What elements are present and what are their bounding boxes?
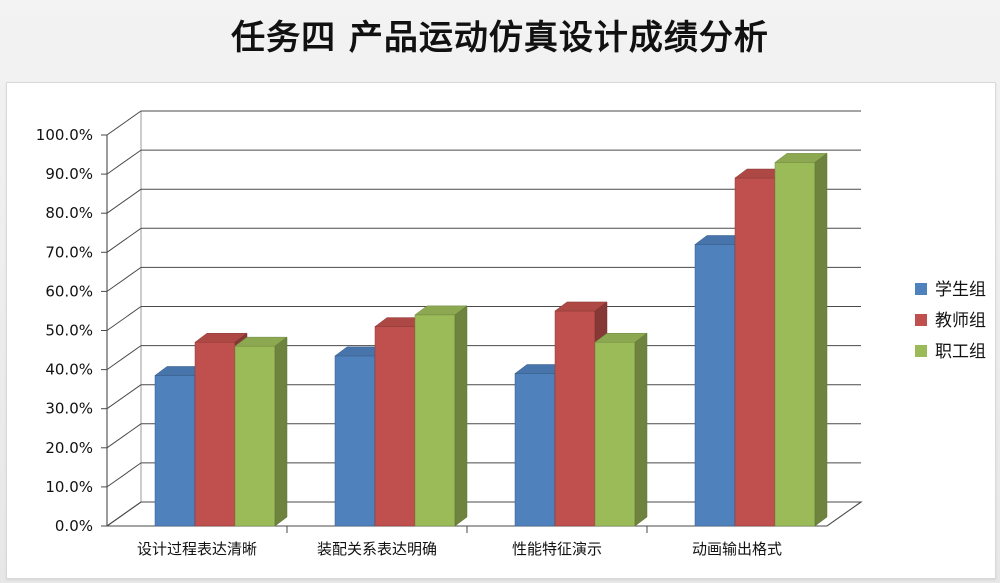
bar-front — [514, 373, 556, 527]
chart-labels: 0.0% 10.0% 20.0% 30.0% 40.0% 50.0% 60.0% 70.0% 8… — [36, 126, 782, 558]
y-tick-label: 30.0% — [45, 400, 93, 418]
legend-item: 教师组 — [915, 311, 986, 331]
bar-front — [234, 345, 276, 527]
bar-front — [774, 162, 816, 527]
y-tick-label: 100.0% — [36, 126, 93, 144]
legend-swatch — [915, 314, 927, 326]
bar-side — [814, 152, 828, 527]
bar-front — [594, 341, 636, 527]
bar-front — [374, 326, 416, 527]
bar-1-2 — [414, 305, 468, 527]
bar-side — [274, 336, 288, 527]
grid-depth-line — [106, 306, 142, 331]
legend-swatch — [915, 345, 927, 357]
y-tick-label: 60.0% — [45, 282, 93, 300]
bar-3-2 — [774, 152, 828, 527]
grid-depth-line — [106, 384, 142, 410]
page-title: 任务四 产品运动仿真设计成绩分析 — [231, 18, 769, 58]
bar-front — [694, 244, 736, 527]
grid-depth-line — [106, 110, 142, 136]
bar-front — [334, 355, 376, 527]
bar-front — [414, 314, 456, 527]
grid-depth-line — [106, 266, 142, 292]
grid-depth-line — [106, 149, 142, 175]
bar-front — [734, 177, 776, 527]
bar-front — [154, 375, 196, 527]
legend-label: 教师组 — [935, 311, 986, 331]
x-category-label: 动画输出格式 — [692, 540, 782, 558]
bar-2-2 — [594, 332, 648, 527]
chart-panel: 0.0% 10.0% 20.0% 30.0% 40.0% 50.0% 60.0% 70.0% 8… — [6, 82, 996, 579]
grid-depth-line — [106, 188, 142, 214]
y-tick-label: 20.0% — [45, 439, 93, 457]
y-tick-label: 80.0% — [45, 204, 93, 222]
grid-depth-line — [106, 423, 142, 449]
y-tick-label: 40.0% — [45, 361, 93, 379]
bar-front — [194, 341, 236, 527]
x-category-label: 装配关系表达明确 — [317, 540, 437, 558]
grid-depth-line — [106, 345, 142, 371]
x-category-label: 性能特征演示 — [512, 540, 602, 558]
legend-label: 学生组 — [935, 280, 986, 300]
grid-depth-line — [106, 462, 142, 488]
bar-0-2 — [234, 336, 288, 527]
grid-depth-line — [106, 501, 142, 527]
x-category-label: 设计过程表达清晰 — [137, 540, 257, 558]
chart-bars — [154, 152, 828, 527]
bar-front — [554, 310, 596, 527]
y-tick-label: 90.0% — [45, 165, 93, 183]
bar-chart: 0.0% 10.0% 20.0% 30.0% 40.0% 50.0% 60.0% 70.0% 8… — [36, 110, 986, 558]
grid-depth-line — [106, 227, 142, 253]
legend-swatch — [915, 283, 927, 295]
y-tick-label: 50.0% — [45, 322, 93, 340]
y-tick-label: 70.0% — [45, 243, 93, 261]
legend-label: 职工组 — [935, 342, 986, 362]
y-tick-label: 0.0% — [55, 517, 93, 535]
legend-item: 学生组 — [915, 280, 986, 300]
y-tick-label: 10.0% — [45, 478, 93, 496]
legend-item: 职工组 — [915, 342, 986, 362]
bar-side — [634, 332, 648, 527]
bar-side — [454, 305, 468, 527]
